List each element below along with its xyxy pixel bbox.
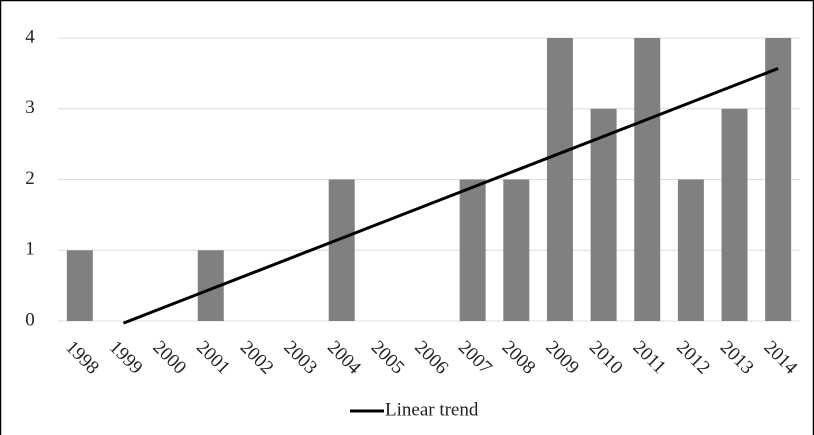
x-tick-label: 2001 (192, 337, 234, 379)
bar (721, 108, 748, 321)
y-tick-label: 3 (25, 97, 35, 118)
trend-line (122, 67, 779, 325)
y-tick-label: 1 (25, 239, 35, 260)
x-tick-label: 2004 (323, 337, 365, 379)
bar (66, 250, 93, 321)
x-tick-label: 2011 (629, 337, 670, 378)
x-tick-label: 1999 (105, 337, 147, 379)
x-tick-label: 2002 (236, 337, 278, 379)
x-tick-label: 2007 (454, 337, 496, 379)
legend-label: Linear trend (385, 399, 479, 420)
x-tick-label: 2013 (716, 337, 758, 379)
y-tick-label: 0 (25, 309, 35, 330)
bar (590, 108, 617, 321)
x-tick-label: 2009 (541, 337, 583, 379)
x-tick-label: 2000 (148, 337, 190, 379)
x-tick-label: 2014 (760, 337, 802, 379)
x-tick-label: 2006 (410, 337, 452, 379)
bar (677, 179, 704, 321)
x-tick-label: 1998 (61, 337, 103, 379)
bar (328, 179, 355, 321)
y-tick-label: 4 (25, 26, 35, 47)
bar (634, 38, 661, 321)
x-tick-label: 2010 (585, 337, 627, 379)
bar (503, 179, 530, 321)
x-tick-label: 2012 (672, 337, 714, 379)
bar (546, 38, 573, 321)
x-tick-label: 2003 (279, 337, 321, 379)
x-tick-label: 2005 (367, 337, 409, 379)
x-tick-label: 2008 (498, 337, 540, 379)
bar (765, 38, 792, 321)
bar (459, 179, 486, 321)
y-tick-label: 2 (25, 168, 35, 189)
